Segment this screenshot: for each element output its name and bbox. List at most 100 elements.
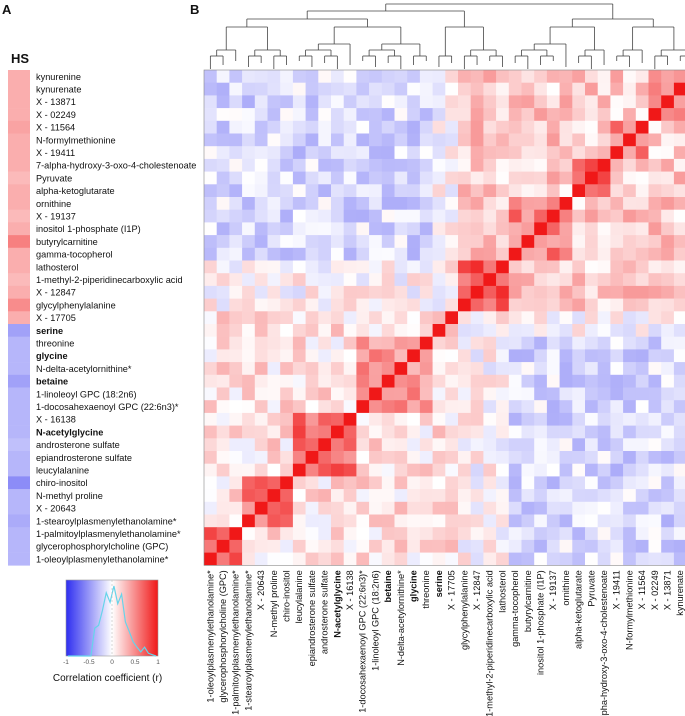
heatmap-cell — [331, 387, 344, 401]
heatmap-cell — [508, 438, 522, 452]
heatmap-cell — [483, 489, 497, 503]
heatmap-cell — [648, 133, 662, 147]
heatmap-cell — [483, 247, 497, 261]
legend-tick-label: 0.5 — [130, 659, 139, 666]
hs-cell — [8, 158, 30, 172]
heatmap-cell — [432, 324, 446, 337]
heatmap-cell — [496, 552, 510, 566]
heatmap-cell — [318, 387, 332, 401]
heatmap-cell — [381, 82, 395, 96]
heatmap-cell — [610, 158, 624, 172]
heatmap-cell — [216, 514, 230, 528]
heatmap-cell — [610, 108, 624, 122]
heatmap-cell — [204, 311, 217, 325]
heatmap-cell — [381, 298, 395, 312]
heatmap-cell — [242, 400, 256, 414]
heatmap-cell — [623, 197, 637, 210]
heatmap-cell — [546, 95, 560, 109]
heatmap-cell — [292, 527, 306, 541]
heatmap-cell — [343, 171, 357, 185]
heatmap-cell — [356, 209, 370, 223]
heatmap-cell — [394, 311, 408, 325]
heatmap-cell — [356, 273, 370, 287]
heatmap-cell — [559, 336, 573, 350]
heatmap-cell — [610, 463, 624, 477]
heatmap-cell — [356, 425, 370, 439]
heatmap-cell — [496, 285, 510, 299]
heatmap-cell — [470, 400, 484, 414]
heatmap-cell — [508, 539, 522, 553]
heatmap-cell — [534, 273, 548, 287]
heatmap-cell — [534, 285, 548, 299]
heatmap-cell — [546, 222, 560, 236]
heatmap-cell — [343, 184, 357, 198]
hs-cell — [8, 82, 30, 96]
heatmap-cell — [254, 527, 268, 541]
heatmap-cell — [432, 120, 446, 134]
heatmap-cell — [292, 412, 306, 426]
heatmap-cell — [445, 247, 459, 261]
heatmap-cell — [648, 400, 662, 414]
heatmap-cell — [318, 476, 332, 490]
heatmap-cell — [394, 184, 408, 198]
heatmap-cell — [318, 400, 332, 414]
heatmap-cell — [318, 146, 332, 160]
heatmap-cell — [343, 552, 357, 566]
heatmap-cell — [343, 298, 357, 312]
heatmap-cell — [623, 222, 637, 236]
heatmap-cell — [254, 70, 268, 83]
heatmap-cell — [597, 158, 611, 172]
heatmap-cell — [267, 501, 281, 515]
heatmap-cell — [318, 260, 332, 274]
heatmap-cell — [546, 438, 560, 452]
heatmap-cell — [635, 311, 649, 325]
heatmap-cell — [229, 285, 243, 299]
heatmap-cell — [661, 336, 675, 350]
heatmap-cell — [597, 120, 611, 134]
row-label: X - 20643 — [36, 504, 76, 514]
heatmap-cell — [458, 501, 471, 515]
column-label: X - 16138 — [345, 570, 355, 610]
heatmap-cell — [559, 222, 573, 236]
heatmap-cell — [305, 539, 319, 553]
heatmap-cell — [673, 362, 685, 376]
heatmap-cell — [610, 247, 624, 261]
heatmap-cell — [369, 489, 383, 503]
heatmap-cell — [432, 336, 446, 350]
column-label: X - 19411 — [612, 570, 622, 609]
hs-cell — [8, 133, 30, 147]
heatmap-cell — [508, 260, 522, 274]
heatmap-cell — [470, 146, 484, 160]
heatmap-cell — [318, 489, 332, 503]
heatmap-cell — [242, 412, 256, 426]
heatmap-cell — [483, 222, 497, 236]
heatmap-cell — [369, 374, 383, 388]
heatmap-cell — [597, 451, 611, 464]
heatmap-cell — [458, 209, 471, 223]
heatmap-cell — [407, 425, 421, 439]
heatmap-cell — [216, 400, 230, 414]
heatmap-cell — [648, 362, 662, 376]
heatmap-cell — [229, 324, 243, 337]
heatmap-cell — [470, 209, 484, 223]
heatmap-cell — [673, 412, 685, 426]
heatmap-cell — [381, 336, 395, 350]
heatmap-cell — [254, 463, 268, 477]
row-label: N-delta-acetylornithine* — [36, 364, 132, 374]
heatmap-cell — [521, 133, 535, 147]
heatmap-cell — [305, 146, 319, 160]
heatmap-cell — [318, 247, 332, 261]
heatmap-cell — [470, 133, 484, 147]
heatmap-cell — [292, 349, 306, 363]
heatmap-cell — [204, 374, 217, 388]
heatmap-cell — [292, 184, 306, 198]
row-label: ornithine — [36, 199, 71, 209]
heatmap-cell — [610, 451, 624, 464]
heatmap-cell — [216, 425, 230, 439]
hs-cell — [8, 273, 30, 287]
heatmap-cell — [432, 425, 446, 439]
heatmap-cell — [623, 158, 637, 172]
heatmap-cell — [204, 260, 217, 274]
heatmap-cell — [305, 362, 319, 376]
heatmap-cell — [661, 349, 675, 363]
